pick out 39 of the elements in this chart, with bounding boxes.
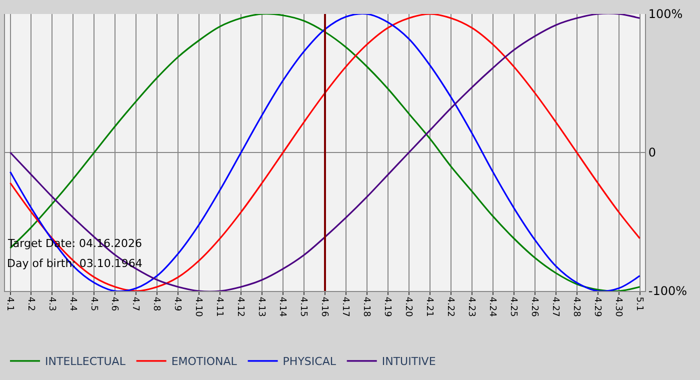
x-tick-label: 4.18	[361, 296, 372, 318]
x-tick-label: 4.30	[612, 296, 623, 318]
y-tick-label: 0	[648, 146, 656, 160]
legend-label: PHYSICAL	[282, 355, 337, 368]
x-tick-label: 4.14	[277, 296, 288, 318]
x-tick-label: 4.24	[486, 296, 497, 318]
y-tick-label: -100%	[648, 284, 688, 298]
x-tick-label: 4.9	[172, 296, 182, 312]
x-tick-label: 4.12	[235, 296, 246, 317]
x-tick-label: 4.16	[319, 296, 330, 318]
x-tick-label: 4.8	[151, 296, 162, 312]
x-tick-label: 4.4	[67, 296, 78, 312]
x-tick-label: 4.3	[46, 296, 56, 312]
x-tick-label: 4.5	[88, 296, 98, 312]
line-series	[9, 14, 641, 291]
x-tick-label: 4.21	[424, 296, 434, 317]
x-tick-label: 4.26	[528, 296, 539, 318]
legend-label: INTUITIVE	[382, 355, 436, 368]
x-tick-label: 4.29	[592, 296, 602, 318]
legend-label: EMOTIONAL	[171, 355, 238, 368]
x-tick-label: 4.7	[130, 296, 140, 312]
x-tick-label: 4.27	[550, 296, 560, 317]
x-tick-label: 4.20	[403, 296, 414, 318]
x-tick-label: 4.1	[4, 296, 14, 312]
y-tick-label: 100%	[648, 7, 683, 22]
x-tick-label: 4.23	[466, 296, 476, 317]
x-tick-label: 4.13	[256, 296, 266, 317]
x-tick-label: 4.2	[25, 296, 36, 312]
x-tick-label: 4.25	[508, 296, 518, 317]
x-tick-label: 4.10	[193, 296, 204, 318]
x-tick-label: 4.15	[298, 296, 308, 317]
x-tick-label: 4.22	[444, 296, 455, 317]
legend-label: INTELLECTUAL	[45, 355, 126, 368]
x-tick-label: 5.1	[634, 296, 644, 312]
x-tick-label: 4.19	[382, 296, 392, 318]
x-tick-label: 4.11	[214, 296, 224, 317]
x-tick-label: 4.6	[109, 296, 120, 312]
x-tick-label: 4.17	[340, 296, 350, 317]
x-tick-label: 4.28	[570, 296, 581, 318]
